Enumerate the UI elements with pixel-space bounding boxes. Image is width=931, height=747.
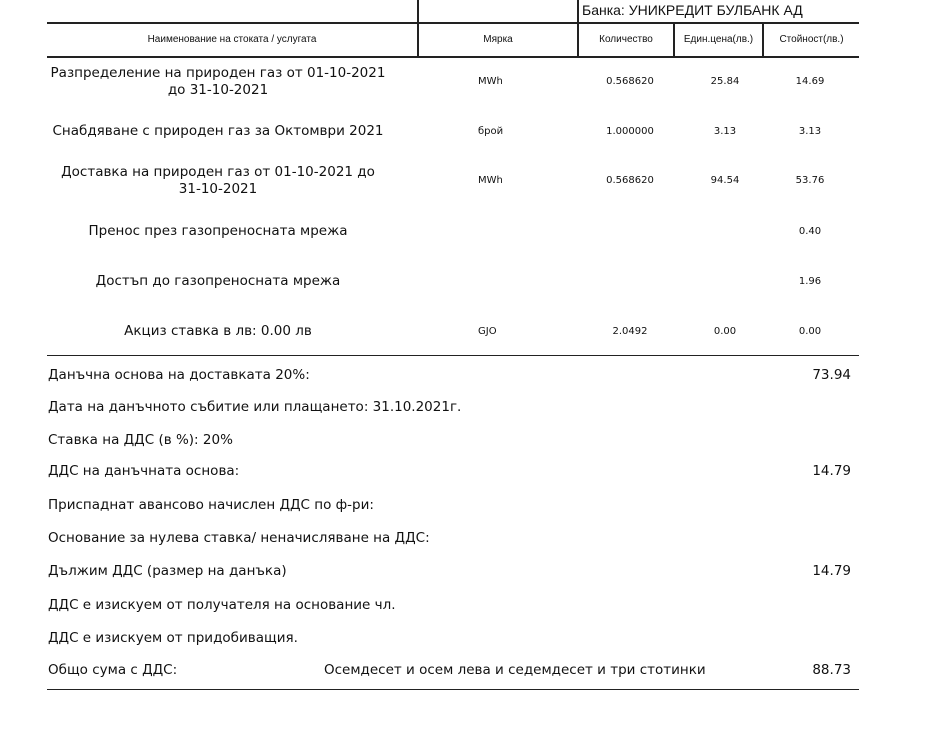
summary-label: Дължим ДДС (размер на данъка) — [48, 563, 287, 579]
row-price: 25.84 — [710, 76, 740, 87]
header-name: Наименование на стоката / услугата — [147, 34, 317, 45]
summary-label: Основание за нулева ставка/ неначисляван… — [48, 530, 430, 546]
row-price: 0.00 — [713, 326, 737, 337]
row-price: 94.54 — [710, 175, 740, 186]
row-value: 1.96 — [798, 276, 822, 287]
row-qty: 1.000000 — [606, 126, 654, 137]
summary-label: Ставка на ДДС (в %): 20% — [48, 432, 233, 448]
header-top-rule — [47, 22, 859, 24]
summary-value: 14.79 — [812, 563, 851, 579]
total-label: Общо сума с ДДС: — [48, 662, 178, 678]
total-words: Осемдесет и осем лева и седемдесет и три… — [324, 662, 706, 678]
summary-label: Дата на данъчното събитие или плащането:… — [48, 399, 462, 415]
summary-value: 14.79 — [812, 463, 851, 479]
bank-name: Банка: УНИКРЕДИТ БУЛБАНК АД — [582, 2, 803, 18]
header-value: Стойност(лв.) — [779, 34, 844, 45]
row-value: 3.13 — [798, 126, 822, 137]
row-unit: GJO — [478, 326, 497, 337]
row-value: 0.00 — [798, 326, 822, 337]
row-value: 53.76 — [795, 175, 825, 186]
summary-label: ДДС на данъчната основа: — [48, 463, 240, 479]
row-qty: 0.568620 — [606, 175, 654, 186]
row-price: 3.13 — [713, 126, 737, 137]
row-name: Акциз ставка в лв: 0.00 лв — [124, 323, 312, 339]
table-bottom-rule — [47, 355, 859, 356]
header-unit: Мярка — [483, 34, 513, 45]
header-bottom-rule — [47, 56, 859, 58]
row-unit: MWh — [478, 175, 503, 186]
summary-value: 73.94 — [812, 367, 851, 383]
row-name: Снабдяване с природен газ за Октомври 20… — [52, 123, 384, 139]
total-rule — [47, 689, 859, 690]
row-name: Пренос през газопреносната мрежа — [88, 223, 348, 239]
row-qty: 0.568620 — [606, 76, 654, 87]
row-unit: MWh — [478, 76, 503, 87]
row-name: Разпределение на природен газ от 01-10-2… — [50, 65, 386, 98]
total-value: 88.73 — [812, 662, 851, 678]
header-qty: Количество — [599, 34, 653, 45]
summary-label: ДДС е изискуем от получателя на основани… — [48, 597, 396, 613]
summary-label: ДДС е изискуем от придобиващия. — [48, 630, 298, 646]
row-name: Достъп до газопреносната мрежа — [95, 273, 341, 289]
row-value: 14.69 — [795, 76, 825, 87]
summary-label: Приспаднат авансово начислен ДДС по ф-ри… — [48, 497, 374, 513]
row-unit: брой — [478, 126, 504, 137]
row-value: 0.40 — [798, 226, 822, 237]
row-name: Доставка на природен газ от 01-10-2021 д… — [61, 164, 375, 197]
summary-label: Данъчна основа на доставката 20%: — [48, 367, 310, 383]
row-qty: 2.0492 — [612, 326, 648, 337]
header-price: Един.цена(лв.) — [683, 34, 754, 45]
